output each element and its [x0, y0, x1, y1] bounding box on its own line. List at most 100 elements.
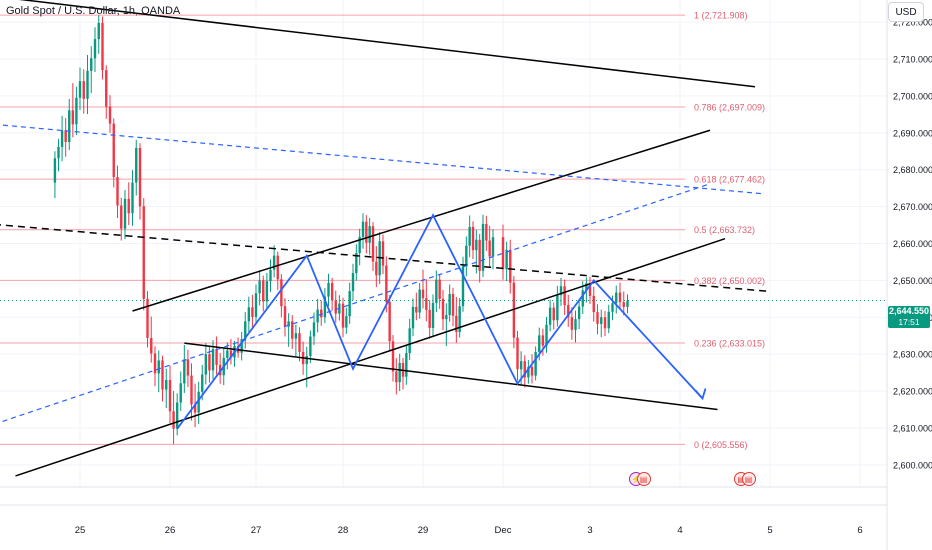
candle-down [516, 337, 519, 370]
candle-up [475, 239, 478, 251]
time-axis-label: 3 [587, 525, 592, 536]
us-flag-icon[interactable]: ▤ [741, 472, 756, 486]
candle-down [71, 110, 75, 125]
price-axis-label: 2,670.000 [893, 202, 932, 212]
time-axis-label: 29 [418, 525, 429, 536]
candle-down [215, 349, 218, 365]
candle-down [138, 147, 142, 207]
candle-down [193, 404, 197, 413]
trendline-blue-dashed-rising [0, 183, 711, 423]
candle-up [265, 281, 269, 302]
candle-up [491, 237, 495, 257]
candle-down [375, 261, 378, 276]
candle-up [60, 130, 64, 147]
candle-up [534, 351, 537, 376]
candle-down [603, 317, 607, 329]
price-axis-label: 2,610.000 [893, 423, 932, 433]
candle-up [615, 292, 618, 304]
candle-up [323, 296, 327, 318]
fib-level-label: 0.236 (2,633.015) [694, 339, 765, 349]
candle-down [251, 307, 254, 317]
candle-up [577, 306, 581, 320]
candle-up [57, 146, 60, 159]
candle-up [431, 302, 435, 328]
candle-down [622, 302, 625, 307]
candle-down [485, 223, 488, 241]
price-axis-label: 2,660.000 [893, 239, 932, 249]
candle-up [316, 309, 319, 323]
candle-down [161, 360, 164, 390]
price-axis-label: 2,690.000 [893, 128, 932, 138]
candle-up [418, 289, 421, 313]
candle-down [127, 198, 130, 214]
candle-up [556, 295, 559, 321]
candle-up [351, 273, 355, 292]
us-flag-icon[interactable]: ▤ [636, 472, 651, 486]
price-axis-label: 2,700.000 [893, 91, 932, 101]
fib-level-label: 0.382 (2,650.002) [694, 276, 765, 286]
price-axis-label: 2,680.000 [893, 165, 932, 175]
candle-down [142, 206, 145, 299]
candle-up [458, 306, 461, 333]
candle-up [165, 380, 168, 390]
candle-up [361, 221, 365, 237]
candle-down [276, 255, 279, 280]
candle-up [355, 253, 358, 274]
candle-up [408, 328, 411, 354]
candle-down [395, 371, 398, 383]
candle-up [90, 58, 93, 71]
candle-up [75, 97, 78, 125]
candle-down [371, 226, 375, 262]
candle-up [287, 321, 290, 327]
candle-up [445, 315, 448, 320]
candle-up [368, 226, 371, 243]
candle-up [258, 280, 261, 294]
candle-down [438, 279, 441, 299]
candle-up [398, 363, 401, 383]
candle-down [168, 380, 172, 412]
candle-up [607, 311, 610, 329]
candle-down [512, 282, 516, 338]
fib-level-label: 0.618 (2,677.462) [694, 175, 765, 185]
currency-button[interactable]: USD [888, 2, 924, 22]
candle-up [179, 383, 182, 403]
candle-up [626, 300, 629, 307]
time-axis-label: Dec [495, 525, 512, 536]
candle-up [461, 266, 465, 307]
candle-up [345, 316, 348, 328]
price-axis-label: 2,710.000 [893, 55, 932, 65]
candle-down [478, 239, 481, 271]
candle-down [530, 367, 534, 376]
candle-up [559, 286, 563, 296]
candle-up [448, 294, 451, 316]
candle-up [519, 361, 523, 370]
projection-zigzag [176, 213, 704, 430]
candle-down [82, 81, 85, 99]
trendline-falling-support [184, 342, 718, 411]
price-axis-label: 2,650.000 [893, 276, 932, 286]
candle-down [415, 306, 418, 313]
candle-down [592, 295, 595, 313]
candle-down [541, 335, 545, 346]
candle-up [309, 336, 312, 357]
candle-up [505, 249, 508, 270]
time-axis-label: 26 [165, 525, 176, 536]
time-axis-label: 27 [251, 525, 262, 536]
price-axis-label: 2,630.000 [893, 350, 932, 360]
candle-up [269, 269, 272, 282]
candle-up [157, 360, 160, 374]
candle-up [211, 349, 215, 371]
trendline-channel-upper [132, 129, 711, 312]
fib-level-label: 0 (2,605.556) [694, 440, 748, 450]
candle-up [611, 303, 614, 312]
candle-down [298, 333, 301, 352]
candle-down [146, 298, 149, 338]
candle-up [226, 350, 229, 358]
candle-down [596, 312, 599, 324]
candle-down [488, 240, 491, 257]
time-axis-label: 4 [677, 525, 682, 536]
candle-up [53, 158, 57, 183]
candle-up [254, 293, 258, 317]
